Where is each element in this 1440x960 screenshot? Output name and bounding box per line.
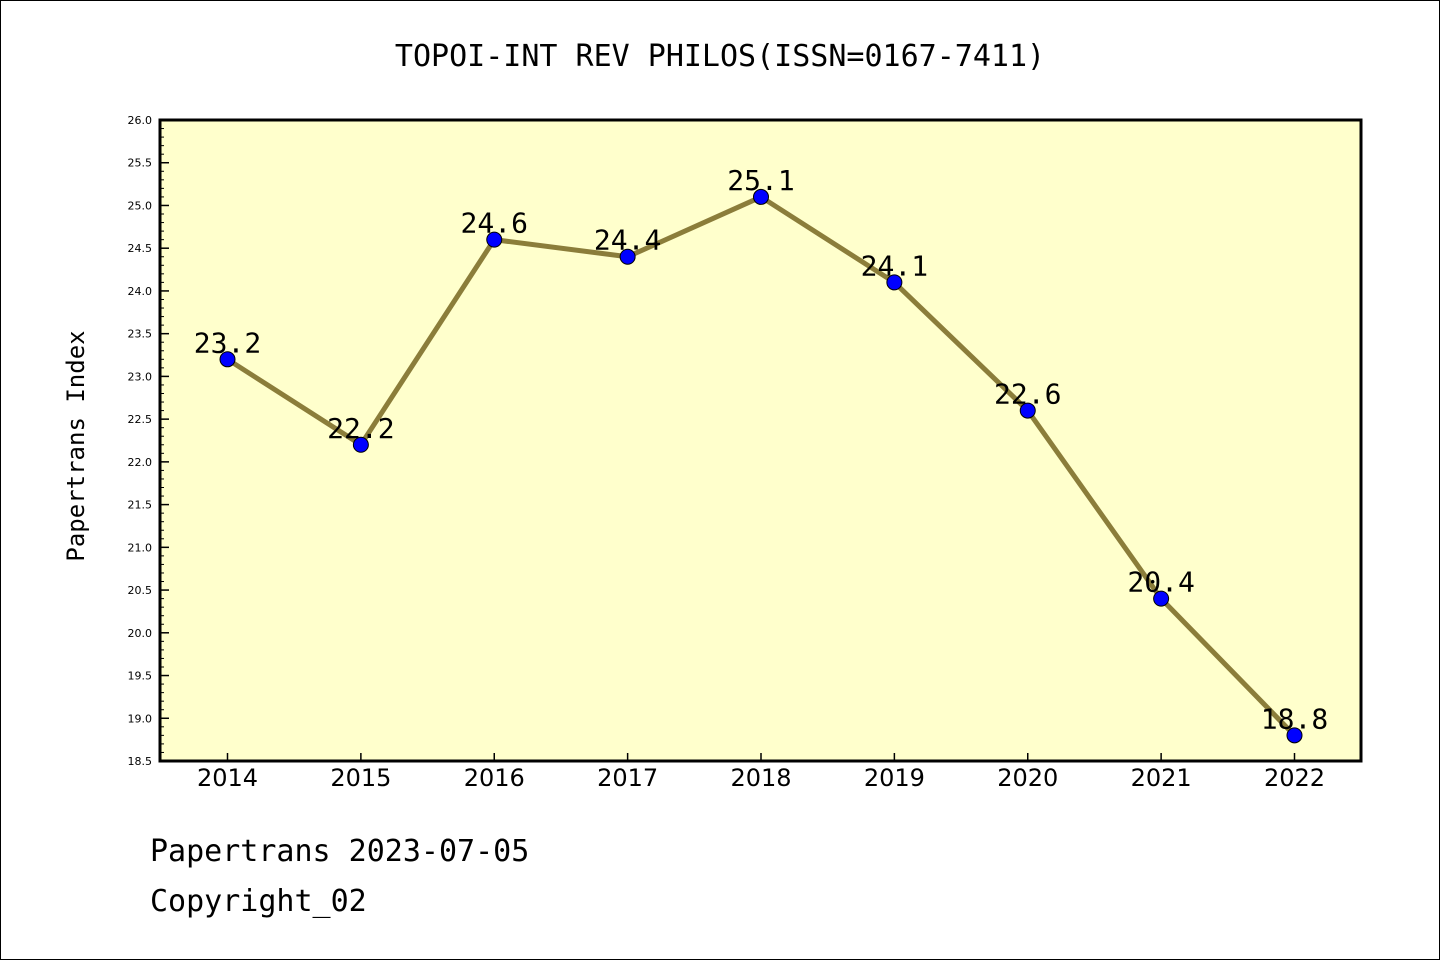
y-tick-label: 21.0 [128, 541, 153, 554]
data-points [219, 188, 1303, 744]
data-label: 18.8 [1261, 702, 1328, 735]
data-point [1286, 727, 1303, 744]
data-point [352, 436, 369, 453]
data-label: 24.1 [861, 249, 928, 282]
y-tick-label: 23.0 [128, 370, 153, 383]
data-point [219, 351, 236, 368]
data-point [1019, 402, 1036, 419]
data-point [886, 274, 903, 291]
x-tick-label: 2017 [597, 764, 658, 792]
y-tick-label: 22.5 [128, 413, 153, 426]
chart-title: TOPOI-INT REV PHILOS(ISSN=0167-7411) [395, 39, 1045, 74]
x-axis: 2014 2015 2016 2017 2018 2019 2020 2021 2022 [197, 753, 1325, 792]
data-label: 23.2 [194, 326, 261, 359]
y-axis-label: Papertrans Index [62, 330, 90, 561]
y-tick-label: 24.5 [128, 242, 153, 255]
y-tick-label: 21.5 [128, 499, 153, 512]
x-tick-label: 2016 [464, 764, 525, 792]
x-tick-label: 2021 [1131, 764, 1192, 792]
x-tick-label: 2015 [330, 764, 391, 792]
data-labels: 23.2 22.2 24.6 24.4 25.1 24.1 22.6 20.4 18.8 [194, 164, 1328, 735]
y-tick-label: 19.5 [128, 670, 153, 683]
data-label: 20.4 [1127, 566, 1194, 599]
footer-copyright: Copyright_02 [150, 884, 367, 919]
data-point [1153, 590, 1170, 607]
y-tick-label: 25.5 [128, 157, 153, 170]
data-label: 22.2 [327, 412, 394, 445]
data-label: 24.4 [594, 224, 661, 257]
x-tick-label: 2014 [197, 764, 258, 792]
data-point [486, 231, 503, 248]
y-tick-label: 23.5 [128, 328, 153, 341]
x-tick-label: 2020 [997, 764, 1058, 792]
y-tick-label: 19.0 [128, 712, 153, 725]
data-label: 22.6 [994, 378, 1061, 411]
y-tick-label: 20.5 [128, 584, 153, 597]
x-tick-label: 2018 [730, 764, 791, 792]
data-point [753, 188, 769, 205]
y-tick-label: 18.5 [128, 755, 153, 768]
footer-date: Papertrans 2023-07-05 [150, 834, 530, 869]
y-tick-label: 20.0 [128, 627, 153, 640]
data-point [619, 248, 636, 265]
data-label: 24.6 [461, 207, 528, 240]
data-label: 25.1 [727, 164, 794, 197]
x-tick-label: 2022 [1264, 764, 1325, 792]
y-tick-label: 25.0 [128, 199, 153, 212]
y-tick-label: 24.0 [128, 285, 153, 298]
x-tick-label: 2019 [864, 764, 925, 792]
y-tick-label: 26.0 [128, 114, 153, 127]
y-axis: 18.5 19.0 19.5 20.0 20.5 21.0 21.5 22.0 22.5 23.0… [128, 114, 169, 768]
y-tick-label: 22.0 [128, 456, 153, 469]
